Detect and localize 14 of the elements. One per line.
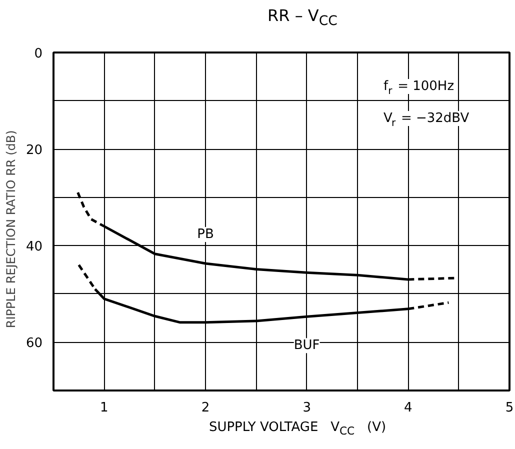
x-tick-label: 4 bbox=[404, 400, 412, 416]
y-tick-label: 20 bbox=[26, 143, 43, 158]
x-tick-label: 2 bbox=[201, 400, 210, 416]
x-axis-title: SUPPLY VOLTAGE V$_{CC}$ (V) bbox=[208, 419, 386, 440]
x-tick-label: 3 bbox=[302, 400, 311, 416]
y-tick-label: 60 bbox=[26, 336, 43, 352]
series-label: BUF bbox=[294, 338, 320, 354]
x-tick-label: 5 bbox=[505, 400, 514, 416]
chart-title: RR – V$_{CC}$ bbox=[268, 5, 338, 32]
series-label: PB bbox=[197, 227, 214, 242]
x-tick-label: 1 bbox=[100, 400, 108, 416]
y-axis-title: RIPPLE REJECTION RATIO RR (dB) bbox=[4, 130, 18, 328]
y-tick-label: 40 bbox=[26, 240, 43, 255]
y-tick-label: 0 bbox=[34, 46, 43, 62]
